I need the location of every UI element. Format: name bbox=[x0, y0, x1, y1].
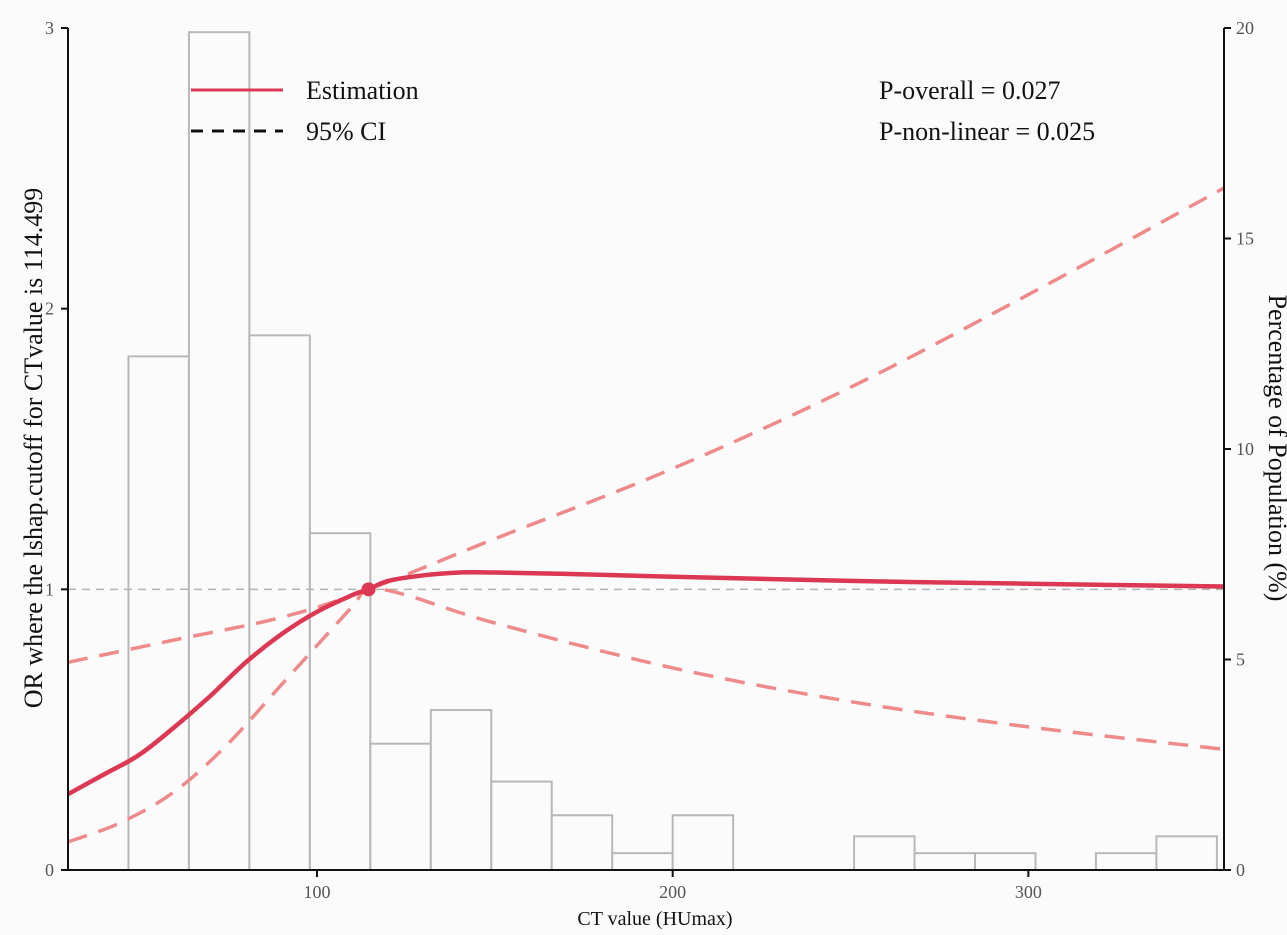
y2-tick-label: 0 bbox=[1236, 860, 1245, 880]
histogram-bar bbox=[611, 852, 674, 871]
legend: Estimation 95% CI bbox=[191, 76, 419, 146]
y-tick-label: 1 bbox=[45, 579, 54, 599]
y2-axis-title: Percentage of Population (%) bbox=[1263, 295, 1287, 602]
histogram bbox=[127, 31, 1218, 872]
series-line-ci bbox=[67, 186, 1225, 665]
y-tick-label: 2 bbox=[45, 299, 54, 319]
y2-tick-label: 20 bbox=[1236, 18, 1254, 38]
histogram-bar bbox=[490, 780, 553, 872]
annotation-p-overall: P-overall = 0.027 bbox=[879, 76, 1060, 105]
histogram-bar bbox=[853, 835, 916, 872]
cutoff-point bbox=[361, 582, 376, 597]
histogram-bar bbox=[671, 814, 735, 872]
axes: 100 200 300 0 1 2 3 0 5 10 15 20 bbox=[45, 18, 1254, 902]
y2-tick-label: 15 bbox=[1236, 229, 1254, 249]
x-axis-title: CT value (HUmax) bbox=[577, 908, 732, 930]
y-tick-label: 3 bbox=[45, 18, 54, 38]
x-tick-label: 300 bbox=[1015, 882, 1042, 902]
x-tick-label: 200 bbox=[659, 882, 686, 902]
x-tick-label: 100 bbox=[303, 882, 330, 902]
series-layer bbox=[66, 186, 1225, 844]
histogram-bar bbox=[248, 334, 311, 871]
legend-label-estimation: Estimation bbox=[306, 76, 419, 105]
annotation-p-non-linear: P-non-linear = 0.025 bbox=[879, 117, 1095, 146]
histogram-bar bbox=[550, 814, 614, 872]
y-tick-label: 0 bbox=[45, 860, 54, 880]
histogram-bar bbox=[429, 709, 493, 872]
y2-tick-label: 5 bbox=[1236, 650, 1245, 670]
y-axis-title: OR where the lshap.cutoff for CTvalue is… bbox=[19, 188, 48, 709]
series-line-ci bbox=[67, 586, 1225, 844]
y2-tick-label: 10 bbox=[1236, 439, 1254, 459]
legend-label-ci: 95% CI bbox=[306, 117, 386, 146]
histogram-bar bbox=[1155, 835, 1218, 872]
histogram-bar bbox=[913, 852, 977, 871]
histogram-bar bbox=[308, 532, 372, 871]
histogram-bar bbox=[1094, 852, 1158, 871]
histogram-bar bbox=[369, 742, 432, 872]
histogram-bar bbox=[127, 355, 190, 871]
series-line-estimation bbox=[66, 569, 1225, 797]
histogram-bar bbox=[974, 852, 1037, 871]
histogram-bar bbox=[187, 31, 251, 871]
